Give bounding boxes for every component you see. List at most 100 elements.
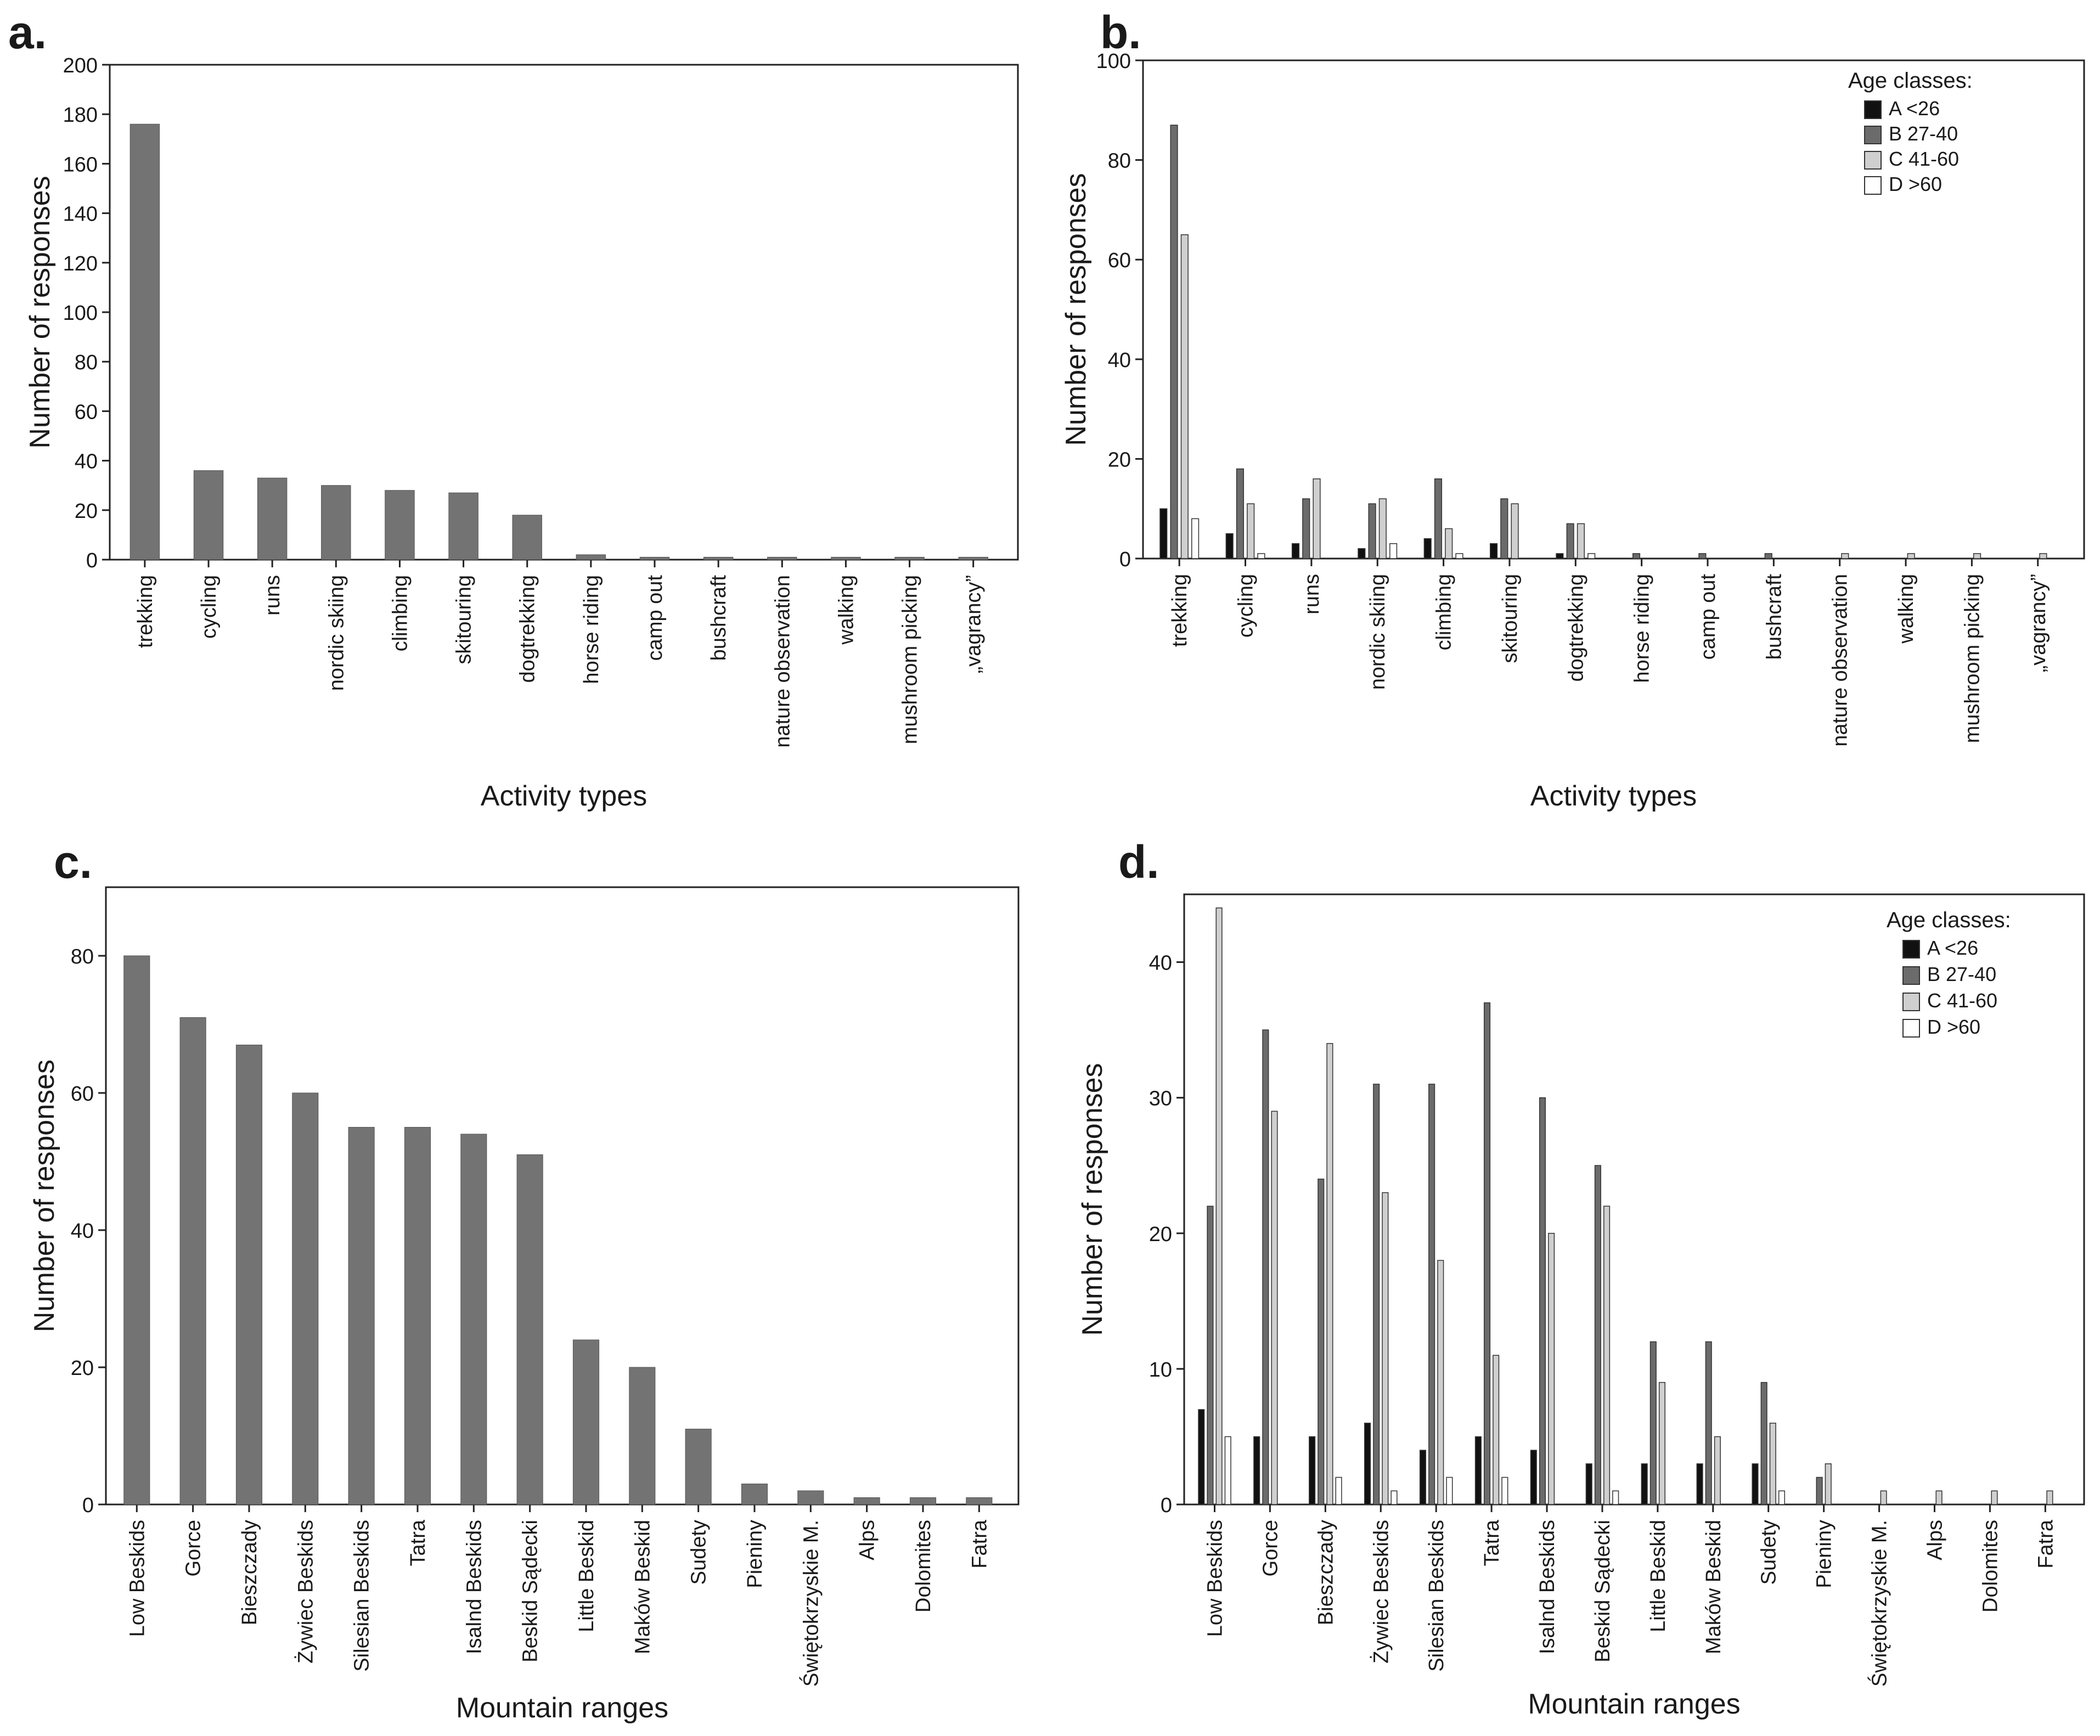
bar xyxy=(639,556,670,560)
bar xyxy=(767,556,797,560)
x-tick-label: Dolomites xyxy=(912,1520,935,1613)
x-tick-label: bushcraft xyxy=(707,575,730,661)
x-tick-label: nature observation xyxy=(771,575,794,748)
x-tick-label: Tatra xyxy=(1480,1519,1504,1566)
x-tick-label: Tatra xyxy=(407,1519,430,1566)
bar-b xyxy=(1302,498,1310,559)
bar-d xyxy=(1224,1436,1231,1505)
x-tick-label: Alps xyxy=(856,1520,879,1560)
bar xyxy=(512,515,542,560)
chart-c: c. 0 20 40 60 80 Number of responses Mountain r… xyxy=(29,839,1020,1724)
x-tick-label: nature observation xyxy=(1829,574,1852,747)
bar-b xyxy=(1632,553,1641,559)
bar-c xyxy=(2039,553,2047,559)
x-tick-label: Maków Beskid xyxy=(1702,1520,1725,1654)
x-tick-label: Dolomites xyxy=(1979,1520,2002,1613)
bar-b xyxy=(1594,1165,1601,1505)
legend-swatch xyxy=(1864,176,1882,195)
x-tick-label: camp out xyxy=(644,575,667,661)
bar-b xyxy=(1262,1029,1269,1505)
y-tick-label: 180 xyxy=(63,104,98,127)
bar-a xyxy=(1530,1450,1537,1505)
bar-c xyxy=(1841,553,1849,559)
bar-c xyxy=(1382,1192,1389,1505)
x-tick-label: Fatra xyxy=(968,1519,991,1569)
x-tick-label: skitouring xyxy=(1499,574,1522,663)
y-tick-label: 20 xyxy=(1149,1223,1172,1246)
bar-c xyxy=(1445,528,1453,559)
bar-c xyxy=(1271,1111,1278,1505)
x-tick-label: Świętokrzyskie M. xyxy=(798,1520,823,1687)
bar-a xyxy=(1641,1463,1648,1505)
x-tick-label: dogtrekking xyxy=(1564,574,1587,681)
bar-c xyxy=(1825,1463,1832,1505)
y-axis-title: Number of responses xyxy=(1060,173,1092,446)
bar-b xyxy=(1816,1476,1823,1505)
legend-label: B 27-40 xyxy=(1927,963,1996,985)
x-tick-label: Sudety xyxy=(1758,1520,1781,1585)
bar-a xyxy=(1556,553,1564,559)
x-tick-label: Silesian Beskids xyxy=(351,1520,374,1672)
y-tick-label: 160 xyxy=(63,153,98,176)
bar-a xyxy=(1159,508,1168,559)
legend-title: Age classes: xyxy=(1848,69,1973,93)
bar-a xyxy=(1225,533,1234,559)
bar-a xyxy=(1309,1436,1316,1505)
x-tick-label: Silesian Beskids xyxy=(1425,1520,1448,1672)
x-tick-label: cycling xyxy=(198,575,221,639)
chart-panel-b: b. 0 20 40 60 80 100 Number of responses Activit… xyxy=(1050,0,2100,839)
legend-swatch xyxy=(1902,940,1920,959)
bar xyxy=(460,1134,487,1505)
x-tick-label: walking xyxy=(835,575,858,645)
bar xyxy=(894,556,925,560)
y-tick-label: 20 xyxy=(1108,448,1131,471)
bar xyxy=(448,492,478,560)
x-tick-label: „vagrancy” xyxy=(962,575,986,674)
bar-d xyxy=(1335,1476,1342,1505)
bar-c xyxy=(1511,503,1519,559)
bar xyxy=(123,955,150,1505)
bar xyxy=(576,554,606,560)
legend-swatch xyxy=(1902,993,1920,1011)
y-axis-title: Number of responses xyxy=(29,1059,60,1332)
x-tick-label: dogtrekking xyxy=(516,575,539,683)
bar xyxy=(853,1497,880,1505)
bar-c xyxy=(1973,553,1981,559)
bar xyxy=(629,1367,656,1505)
x-tick-label: horse riding xyxy=(1631,574,1654,683)
x-tick-label: Żywiec Beskids xyxy=(294,1520,317,1664)
y-tick-label: 140 xyxy=(63,203,98,226)
bar-a xyxy=(1474,1436,1482,1505)
bar-b xyxy=(1500,498,1508,559)
x-tick-label: Maków Beskid xyxy=(631,1520,654,1654)
bar xyxy=(685,1429,712,1505)
x-tick-label: climbing xyxy=(389,575,412,651)
bar xyxy=(831,556,861,560)
x-tick-label: walking xyxy=(1895,574,1918,644)
bar-b xyxy=(1368,503,1376,559)
x-tick-label: cycling xyxy=(1235,574,1258,638)
chart-d: d. 0 10 20 30 40 Number of responses Mountain r… xyxy=(1077,839,2085,1720)
chart-panel-d: d. 0 10 20 30 40 Number of responses Mountain r… xyxy=(1050,839,2100,1736)
x-tick-label: Świętokrzyskie M. xyxy=(1867,1520,1891,1687)
x-tick-label: Pieniny xyxy=(1813,1520,1836,1588)
bar-b xyxy=(1207,1205,1214,1505)
bar-b xyxy=(1705,1341,1712,1505)
x-tick-label: camp out xyxy=(1697,574,1720,660)
x-tick-label: Beskid Sądecki xyxy=(1591,1520,1614,1662)
bar-c xyxy=(1180,234,1189,559)
y-tick-label: 40 xyxy=(75,450,98,474)
x-tick-label: Little Beskid xyxy=(1647,1520,1670,1632)
bar-d xyxy=(1612,1490,1619,1505)
bar xyxy=(130,123,160,560)
bar-a xyxy=(1752,1463,1759,1505)
panel-label: a. xyxy=(8,7,47,58)
x-axis-title: Activity types xyxy=(1530,780,1697,812)
bar-b xyxy=(1373,1084,1380,1505)
bar-a xyxy=(1585,1463,1592,1505)
bar-c xyxy=(1378,498,1387,559)
bar-d xyxy=(1390,1490,1398,1505)
panel-label: b. xyxy=(1100,7,1141,58)
x-axis-title: Mountain ranges xyxy=(1528,1688,1740,1720)
x-tick-label: „vagrancy” xyxy=(2027,574,2050,673)
